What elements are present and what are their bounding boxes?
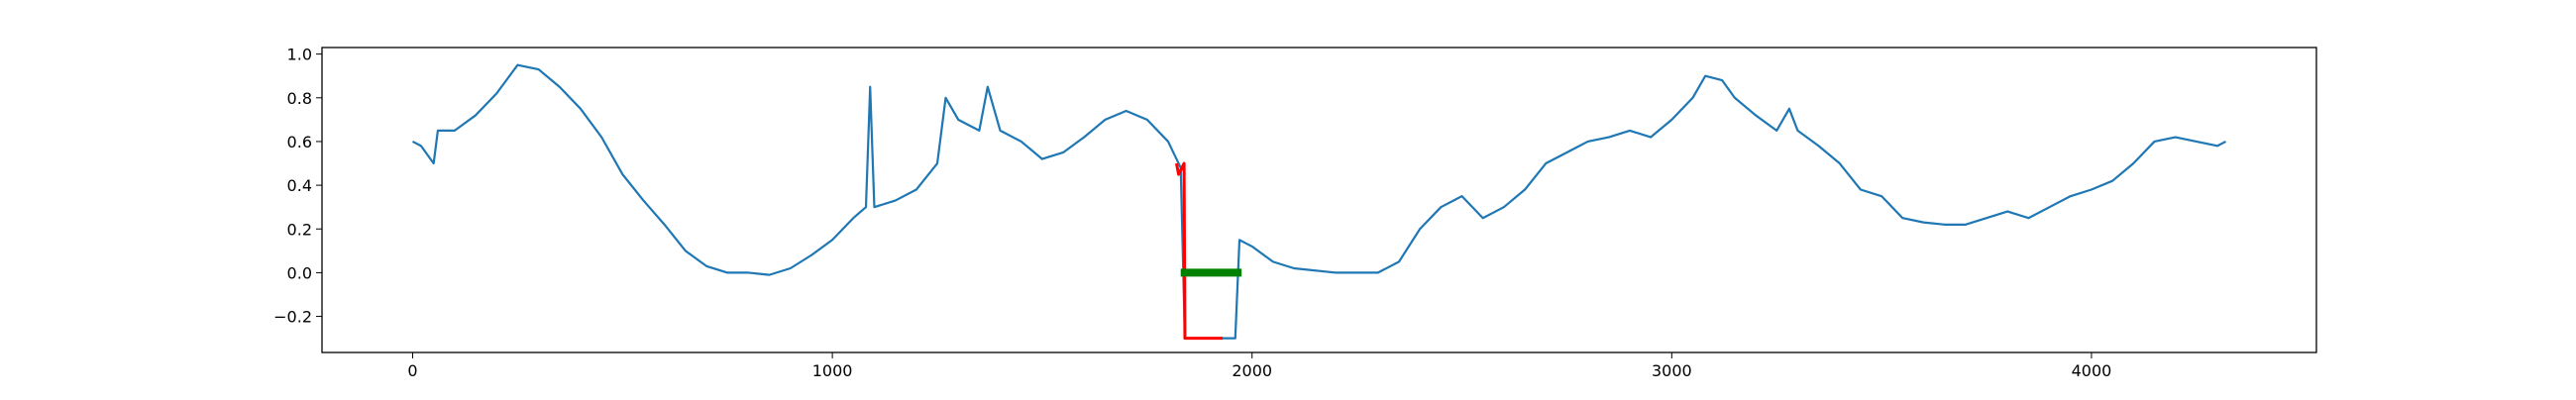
x-tick-label: 1000 [812, 361, 853, 380]
y-tick-label: 0.0 [287, 263, 312, 282]
x-tick-label: 4000 [2072, 361, 2112, 380]
y-tick-label: 1.0 [287, 46, 312, 64]
data-line [411, 63, 2227, 340]
plot-frame [321, 47, 2317, 353]
data-line [1174, 161, 1224, 341]
y-tick-label: 0.6 [287, 133, 312, 151]
y-tick-label: −0.2 [273, 308, 312, 327]
y-tick-label: 0.8 [287, 89, 312, 108]
y-tick-label: 0.2 [287, 220, 312, 239]
x-tick-label: 3000 [1652, 361, 1692, 380]
x-tick-label: 0 [407, 361, 417, 380]
y-tick-label: 0.4 [287, 176, 312, 195]
x-tick-label: 2000 [1232, 361, 1272, 380]
